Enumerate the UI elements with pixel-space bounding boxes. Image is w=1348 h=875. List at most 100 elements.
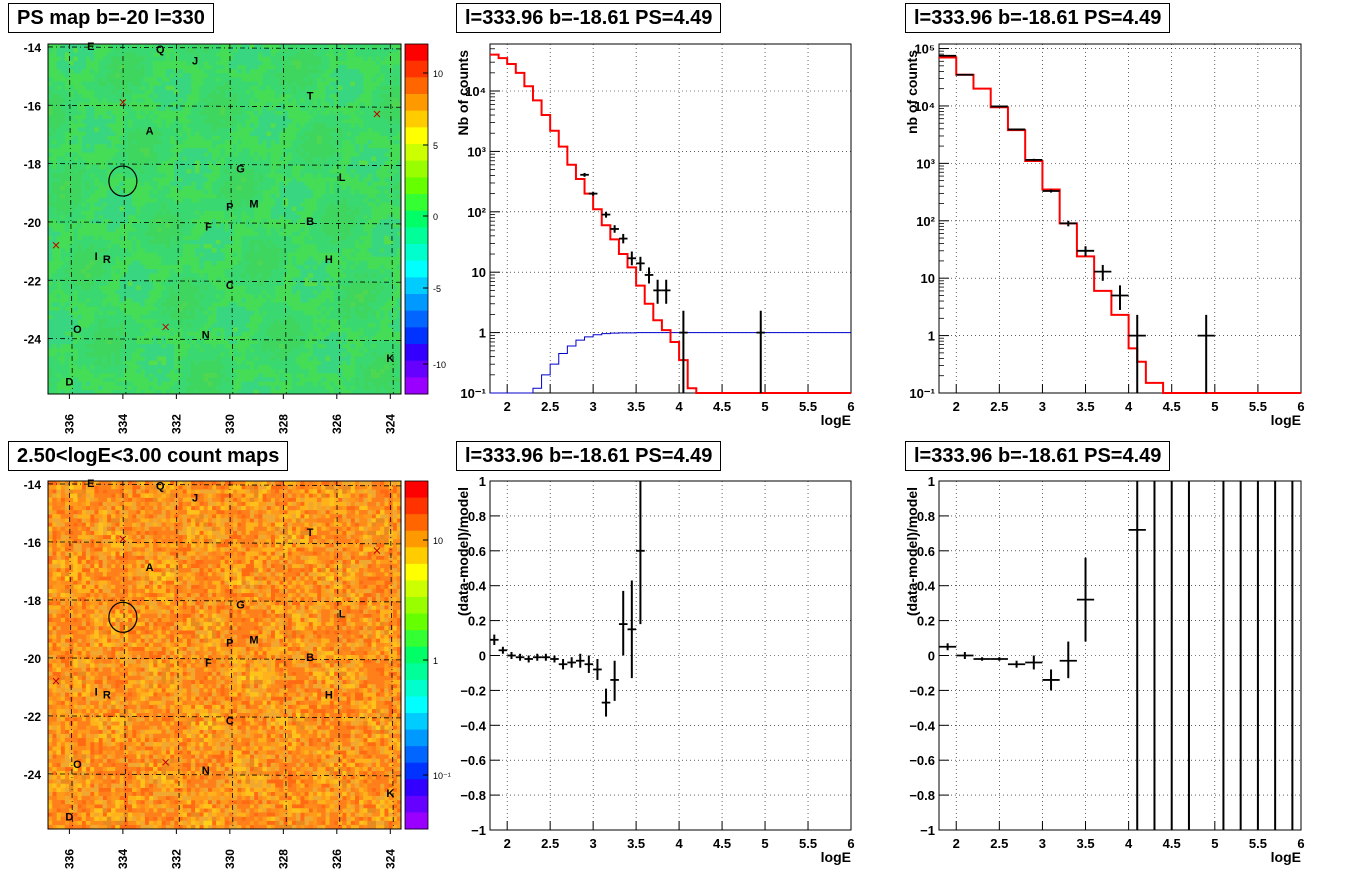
chart-spec2-y-tick-label: 10³ [916, 156, 935, 171]
chart-spec1-y-tick-label: 10⁴ [465, 84, 486, 99]
map-top-colorbar-cell [405, 160, 428, 178]
chart-spec2-xlabel: logE [1271, 412, 1301, 428]
chart-res1-y-tick-label: 0.8 [468, 509, 486, 524]
chart-spec2-data-point [1059, 220, 1077, 227]
map-top-colorbar-cell [405, 177, 428, 195]
map-bottom-source-label: H [325, 690, 333, 702]
map-top-source-label: C [226, 280, 234, 292]
chart-res1-y-tick-label: 0.4 [468, 579, 487, 594]
chart-res1-y-tick-label: −1 [471, 823, 486, 838]
map-bottom-source-label: F [205, 658, 212, 670]
map-bottom-source-label: J [192, 492, 198, 504]
chart-spec1-x-tick-label: 4 [675, 399, 683, 414]
map-top-source-cross [119, 98, 127, 106]
chart-spec1-data-point [661, 279, 671, 304]
map-bottom-lon-grid-6 [389, 480, 394, 830]
map-bottom-x-tick-label: 332 [169, 849, 183, 869]
chart-spec2-data-point [1094, 264, 1112, 281]
chart-res2-y-tick-label: 0.4 [917, 579, 936, 594]
chart-res2-x-tick-label: 4.5 [1163, 836, 1181, 851]
chart-spec2-y-tick-label: 10⁴ [914, 99, 935, 114]
map-top-y-tick-label: -18 [24, 158, 42, 172]
chart-res1-data-point [532, 653, 542, 661]
chart-spec2-data-point [1076, 246, 1095, 257]
map-top-source-label: G [236, 163, 245, 175]
map-bottom-lon-grid-5 [336, 480, 341, 830]
map-bottom-source-cross [162, 758, 170, 766]
map-top-colorbar-cell [405, 344, 428, 362]
chart-res2-data-point [1076, 557, 1095, 642]
chart-res1-x-tick-label: 5.5 [799, 836, 817, 851]
map-bottom-source-label: L [339, 608, 346, 620]
map-top-colorbar-cell [405, 127, 428, 145]
chart-res2-ylabel: (data-model)/model [904, 487, 920, 616]
map-bottom-colorbar-cell [405, 514, 428, 532]
chart-spec2-data-point [1128, 314, 1146, 393]
map-top-colorbar-cell [405, 277, 428, 295]
chart-res1-y-tick-label: −0.2 [460, 683, 486, 698]
map-top-source-label: I [95, 251, 98, 263]
map-bottom-lon-grid-0 [68, 480, 73, 830]
map-top-lat-grid-0 [47, 46, 402, 50]
chart-spec1-y-tick-label: 10³ [467, 144, 486, 159]
chart-spec2-data-point [1007, 128, 1026, 131]
chart-res2-data-point [1128, 481, 1146, 830]
map-bottom-colorbar-cell [405, 729, 428, 747]
chart-res2-y-tick-label: −1 [920, 823, 935, 838]
map-top-colorbar-cell [405, 94, 428, 112]
chart-res1-data-point [575, 653, 585, 668]
chart-res1-ylabel: (data-model)/model [455, 487, 471, 616]
map-top-pixels-2 [48, 44, 402, 395]
map-top-colorbar-label: 5 [433, 141, 438, 151]
chart-res1-data-point [627, 580, 637, 679]
chart-spec1-y-tick-label: 10⁻¹ [460, 386, 486, 401]
map-bottom-x-tick-label: 326 [330, 849, 344, 869]
chart-res2-data-point [1007, 660, 1026, 668]
map-top-source-label: Q [156, 44, 165, 56]
map-bottom-colorbar-cell [405, 563, 428, 581]
chart-spec1-x-tick-label: 3 [590, 399, 597, 414]
map-bottom-colorbar-cell [405, 696, 428, 714]
chart-res1-x-tick-label: 2.5 [541, 836, 559, 851]
chart-res1-data-point [558, 658, 568, 670]
chart-res1-y-tick-label: −0.8 [460, 788, 486, 803]
map-top-colorbar-cell [405, 77, 428, 95]
chart-spec2-x-tick-label: 4 [1125, 399, 1133, 414]
chart-res2-x-tick-label: 4 [1125, 836, 1133, 851]
map-top-colorbar-cell [405, 294, 428, 312]
map-bottom-lon-grid-1 [122, 480, 127, 830]
map-bottom-source-label: A [146, 562, 154, 574]
map-bottom-colorbar-cell [405, 646, 428, 664]
map-top-source-cross [52, 241, 60, 249]
chart-res1-y-tick-label: −0.4 [460, 718, 486, 733]
map-bottom-source-cross [52, 677, 60, 685]
chart-spec2-y-tick-label: 10⁵ [914, 42, 935, 57]
chart-res1-data-point [515, 653, 525, 661]
chart-res1-data-point [498, 646, 508, 654]
chart-spec1-ylabel: Nb of counts [455, 50, 471, 136]
map-top-frame [47, 43, 402, 395]
chart-res2-y-tick-label: 0.2 [917, 614, 935, 629]
chart-res2-y-tick-label: 0.6 [917, 544, 935, 559]
map-top-source-label: R [103, 254, 111, 266]
chart-spec1-xlabel: logE [821, 412, 851, 428]
map-bottom-lon-grid-4 [282, 480, 287, 830]
chart-res1-y-tick-label: −0.6 [460, 753, 486, 768]
map-top-colorbar-cell [405, 110, 428, 128]
map-top-lat-grid-5 [47, 338, 402, 341]
chart-res1-x-tick-label: 3 [590, 836, 597, 851]
chart-res1-y-tick-label: 1 [479, 474, 486, 489]
chart-spec2-x-tick-label: 2.5 [990, 399, 1008, 414]
chart-res2-x-tick-label: 3 [1039, 836, 1046, 851]
map-top-source-label: F [205, 222, 212, 234]
chart-res1-data-point [490, 634, 499, 646]
chart-res2-x-tick-label: 2 [953, 836, 960, 851]
map-bottom-colorbar-cell [405, 746, 428, 764]
map-bottom-colorbar-cell [405, 497, 428, 515]
chart-res1-x-tick-label: 4.5 [713, 836, 731, 851]
map-bottom-y-tick-label: -24 [24, 768, 42, 782]
chart-res1-y-tick-label: 0 [479, 649, 486, 664]
chart-spec1-data-point [644, 267, 654, 284]
map-top-source-label: B [306, 216, 314, 228]
spec2-title: l=333.96 b=-18.61 PS=4.49 [905, 3, 1171, 33]
